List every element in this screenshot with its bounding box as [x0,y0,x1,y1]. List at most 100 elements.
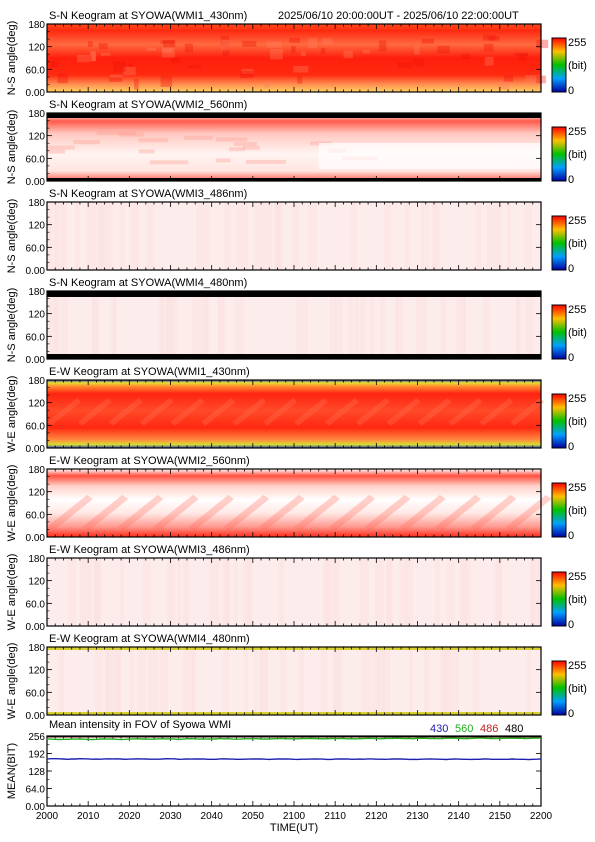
colorbar-max-label: 255 [568,304,586,316]
y-tick-label: 60.0 [26,421,46,432]
y-tick-label: 0.00 [26,622,46,633]
y-tick-label: 120 [28,310,45,321]
colorbar: 255 (bit) 0 [551,660,587,720]
y-axis-label: W-E angle(deg) [6,376,18,453]
keogram-panel-3: S-N Keogram at SYOWA(WMI3_486nm) 180 120 60… [6,188,587,277]
panel-title: E-W Keogram at SYOWA(WMI2_560nm) [49,455,250,467]
y-tick-label: 0.00 [26,177,46,188]
legend-entry-486: 486 [480,723,498,735]
y-tick-label: 120 [28,666,45,677]
colorbar-scale [551,482,567,538]
colorbar-unit-label: (bit) [568,327,587,339]
y-tick-label: 0.00 [26,266,46,277]
x-tick-label: 2040 [201,811,224,822]
y-tick-label: 0.00 [26,355,46,366]
keogram-image-6 [47,469,552,537]
y-tick-label: 180 [28,376,45,387]
y-tick-label: 120 [28,43,45,54]
panel-title: E-W Keogram at SYOWA(WMI4_480nm) [49,633,250,645]
y-tick-label: 180 [28,287,45,298]
keogram-panel-2: S-N Keogram at SYOWA(WMI2_560nm) 180 120 60… [6,99,587,188]
colorbar-scale [551,126,567,182]
colorbar-max-label: 255 [568,37,586,49]
keogram-image-7 [47,558,541,626]
y-tick-label: 180 [28,20,45,31]
y-tick-label: 120 [28,221,45,232]
y-tick-label: 60.0 [26,154,46,165]
y-axis-label: N-S angle(deg) [6,21,18,96]
keogram-panel-6: E-W Keogram at SYOWA(WMI2_560nm) 180 120 60… [6,455,587,544]
x-axis-label: TIME(UT) [270,822,318,834]
colorbar-unit-label: (bit) [568,60,587,72]
keogram-panel-5: E-W Keogram at SYOWA(WMI1_430nm) 180 120 60… [6,366,587,455]
y-tick-label: 0.00 [26,711,46,722]
legend-entry-430: 430 [430,723,448,735]
colorbar-min-label: 0 [568,441,574,453]
colorbar: 255 (bit) 0 [551,37,587,97]
colorbar-max-label: 255 [568,126,586,138]
y-tick-label: 128 [28,767,45,778]
keogram-image-5 [47,380,545,448]
colorbar-unit-label: (bit) [568,505,587,517]
colorbar-unit-label: (bit) [568,149,587,161]
legend-entry-560: 560 [455,723,473,735]
colorbar-unit-label: (bit) [568,238,587,250]
y-tick-label: 0.00 [26,533,46,544]
colorbar-scale [551,393,567,449]
colorbar-scale [551,37,567,93]
y-axis-label: N-S angle(deg) [6,288,18,363]
y-tick-label: 120 [28,132,45,143]
y-tick-label: 192 [28,750,45,761]
mean-intensity-panel: Mean intensity in FOV of Syowa WMI 430 560… [6,719,553,834]
colorbar-min-label: 0 [568,708,574,720]
y-tick-label: 64.0 [26,785,46,796]
y-tick-label: 180 [28,554,45,565]
colorbar: 255 (bit) 0 [551,304,587,364]
y-tick-label: 0.00 [26,802,46,813]
colorbar-max-label: 255 [568,571,586,583]
legend-entry-480: 480 [505,723,523,735]
panel-title: S-N Keogram at SYOWA(WMI1_430nm) [49,10,247,22]
colorbar: 255 (bit) 0 [551,482,587,542]
x-tick-label: 2130 [406,811,429,822]
y-axis-label: N-S angle(deg) [6,199,18,274]
panel-title: E-W Keogram at SYOWA(WMI1_430nm) [49,366,250,378]
x-tick-label: 2120 [365,811,388,822]
y-tick-label: 120 [28,399,45,410]
x-tick-label: 2140 [448,811,471,822]
x-tick-label: 2150 [489,811,512,822]
y-axis-label: W-E angle(deg) [6,643,18,720]
series-line-560 [46,737,542,741]
y-tick-label: 0.00 [26,88,46,99]
y-axis-label: MEAN(BIT) [6,743,18,799]
y-tick-label: 256 [28,732,45,743]
colorbar-min-label: 0 [568,174,574,186]
x-tick-label: 2020 [118,811,141,822]
colorbar: 255 (bit) 0 [551,126,587,186]
colorbar-max-label: 255 [568,482,586,494]
colorbar-unit-label: (bit) [568,594,587,606]
keogram-image-4 [47,291,541,359]
x-tick-label: 2000 [36,811,59,822]
y-axis-label: W-E angle(deg) [6,554,18,631]
y-tick-label: 0.00 [26,444,46,455]
keogram-panel-4: S-N Keogram at SYOWA(WMI4_480nm) 180 120 60… [6,277,587,366]
x-tick-label: 2100 [283,811,306,822]
colorbar-scale [551,215,567,271]
keogram-image-3 [47,202,541,270]
y-tick-label: 180 [28,198,45,209]
colorbar-scale [551,304,567,360]
y-tick-label: 60.0 [26,332,46,343]
y-tick-label: 60.0 [26,243,46,254]
series-line-430 [46,757,542,761]
y-tick-label: 180 [28,465,45,476]
colorbar: 255 (bit) 0 [551,571,587,631]
y-tick-label: 180 [28,643,45,654]
y-tick-label: 60.0 [26,599,46,610]
colorbar-max-label: 255 [568,393,586,405]
colorbar: 255 (bit) 0 [551,393,587,453]
x-tick-label: 2030 [159,811,182,822]
keogram-image-2 [47,113,541,181]
panel-title: E-W Keogram at SYOWA(WMI3_486nm) [49,544,250,556]
